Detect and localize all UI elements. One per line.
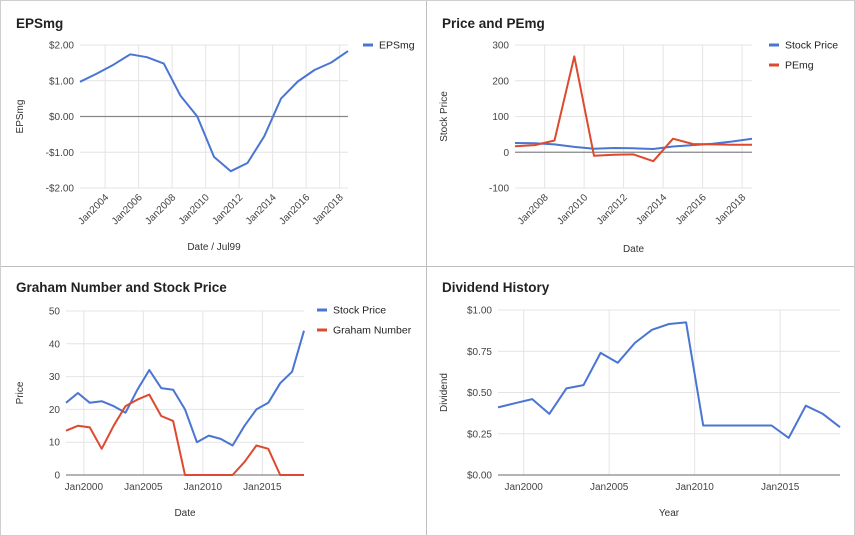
x-tick-label: Jan2018 xyxy=(713,192,748,227)
x-tick-label: Jan2000 xyxy=(65,482,104,493)
series-line-stock-price xyxy=(65,330,305,447)
x-tick-label: Jan2010 xyxy=(675,482,714,493)
chart-panel-price-pemg: Price and PEmg -100 0 100 200 300 Jan2008 Jan20… xyxy=(427,1,854,265)
y-axis-title: Stock Price xyxy=(439,91,450,142)
y-tick-label: $0.00 xyxy=(467,471,492,482)
y-tick-label: 30 xyxy=(49,372,61,383)
y-tick-label: $1.00 xyxy=(49,76,74,87)
x-tick-label: Jan2014 xyxy=(634,192,669,227)
x-tick-label: Jan2015 xyxy=(243,482,282,493)
x-tick-label: Jan2008 xyxy=(516,192,551,227)
y-tick-label: $0.50 xyxy=(467,388,492,399)
y-tick-label: $2.00 xyxy=(49,41,74,52)
y-axis-title: Dividend xyxy=(439,373,450,412)
x-tick-label: Jan2006 xyxy=(110,192,145,227)
legend-label: Stock Price xyxy=(333,305,386,317)
chart-title: Dividend History xyxy=(442,280,550,295)
x-tick-label: Jan2010 xyxy=(177,192,212,227)
x-tick-label: Jan2018 xyxy=(311,192,346,227)
x-axis-title: Date xyxy=(623,244,645,255)
chart-epsmg-svg: EPSmg-$2.00-$1.00$0.00$1.00$2.00Jan2004J… xyxy=(15,16,415,253)
x-tick-label: Jan2015 xyxy=(761,482,800,493)
x-tick-label: Jan2000 xyxy=(504,482,543,493)
y-tick-label: -$2.00 xyxy=(46,184,75,195)
y-axis-title: EPSmg xyxy=(15,100,26,134)
x-tick-label: Jan2008 xyxy=(143,192,178,227)
series-line-pemg xyxy=(514,55,752,163)
legend-label: PEmg xyxy=(785,60,814,72)
series-line-dividend xyxy=(497,321,841,439)
chart-panel-epsmg: EPSmg -$2.00 -$1.00 $0.00 $1.00 $2.00 Jan2004 J… xyxy=(1,1,425,265)
y-tick-label: $0.75 xyxy=(467,347,492,358)
x-tick-label: Jan2005 xyxy=(124,482,163,493)
x-axis-title: Year xyxy=(659,508,680,519)
x-axis-title: Date xyxy=(174,508,196,519)
chart-dividend-svg: Dividend History $0.00 $0.25 $0.50 $0.75 $1.0… xyxy=(439,280,841,519)
chart-panel-graham: Graham Number and Stock Price 0 10 20 30 40 50… xyxy=(1,267,425,535)
horizontal-divider xyxy=(0,266,855,267)
x-tick-label: Jan2010 xyxy=(184,482,223,493)
x-axis-title: Date / Jul99 xyxy=(187,242,241,253)
y-tick-label: 0 xyxy=(54,471,60,482)
series-line-epsmg xyxy=(79,50,349,173)
legend-label: EPSmg xyxy=(379,40,415,52)
x-tick-label: Jan2004 xyxy=(76,192,111,227)
y-tick-label: 200 xyxy=(492,76,509,87)
x-tick-label: Jan2012 xyxy=(595,192,630,227)
series-line-graham-number xyxy=(65,393,304,476)
y-tick-label: -100 xyxy=(489,184,509,195)
x-tick-label: Jan2014 xyxy=(244,192,279,227)
chart-graham-svg: Graham Number and Stock Price 0 10 20 30 40 50… xyxy=(15,280,412,519)
legend-label: Stock Price xyxy=(785,40,838,52)
vertical-divider xyxy=(426,0,427,536)
y-tick-label: 100 xyxy=(492,112,509,123)
x-tick-label: Jan2016 xyxy=(674,192,709,227)
y-tick-label: 20 xyxy=(49,405,61,416)
y-tick-label: 10 xyxy=(49,438,61,449)
y-tick-label: 0 xyxy=(503,148,509,159)
y-tick-label: $0.00 xyxy=(49,112,74,123)
chart-panel-dividend: Dividend History $0.00 $0.25 $0.50 $0.75 $1.0… xyxy=(427,267,854,535)
x-tick-label: Jan2016 xyxy=(277,192,312,227)
chart-title: EPSmg xyxy=(16,16,63,31)
y-tick-label: 40 xyxy=(49,339,61,350)
y-axis-title: Price xyxy=(15,381,26,404)
chart-title: Price and PEmg xyxy=(442,16,545,31)
x-tick-label: Jan2012 xyxy=(210,192,245,227)
legend-label: Graham Number xyxy=(333,325,412,337)
x-tick-label: Jan2010 xyxy=(555,192,590,227)
chart-title: Graham Number and Stock Price xyxy=(16,280,227,295)
y-tick-label: 300 xyxy=(492,41,509,52)
y-tick-label: -$1.00 xyxy=(46,148,75,159)
y-tick-label: $0.25 xyxy=(467,429,492,440)
y-tick-label: 50 xyxy=(49,307,61,318)
y-tick-label: $1.00 xyxy=(467,306,492,317)
x-tick-label: Jan2005 xyxy=(590,482,629,493)
